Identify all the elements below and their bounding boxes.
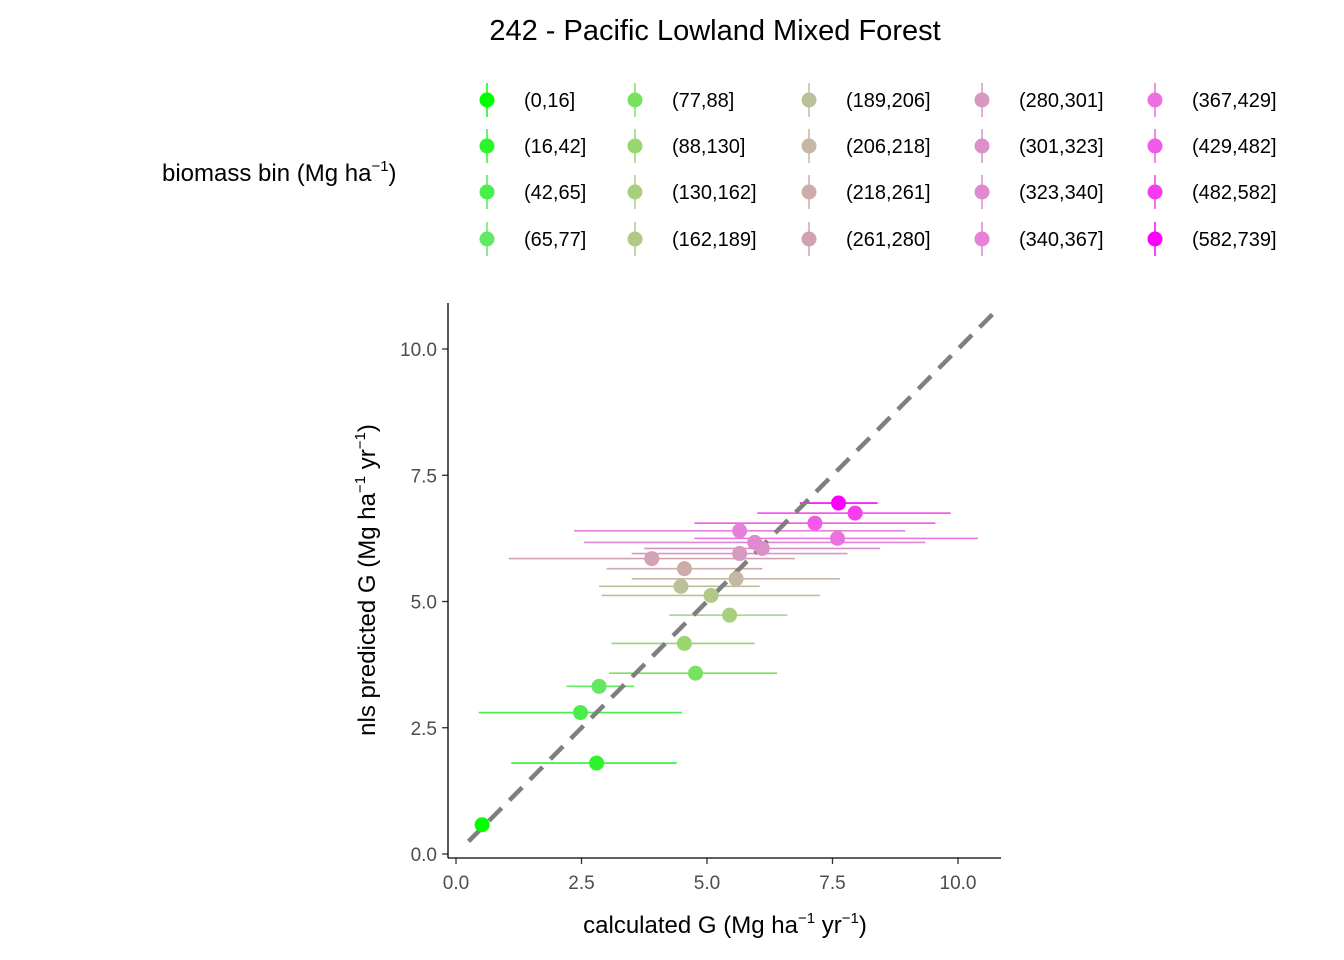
y-tick-label: 7.5 [411,466,437,487]
data-point [722,607,738,623]
legend-item: (65,77] [479,222,586,256]
legend-key-point [974,184,990,200]
legend-label: (429,482] [1192,136,1277,158]
legend-item: (206,218] [801,129,931,163]
legend-key-point [479,184,495,200]
legend-key-point [479,92,495,108]
data-point [591,678,607,694]
legend-item: (88,130] [627,129,745,163]
legend-item: (301,323] [974,129,1104,163]
reference-line [466,309,998,843]
data-point [830,530,846,546]
data-point [728,571,744,587]
data-point [732,546,748,562]
legend-label: (367,429] [1192,90,1277,112]
x-tick-label: 10.0 [940,873,977,894]
x-tick-label: 2.5 [568,873,594,894]
legend-key-point [1147,184,1163,200]
legend-item: (482,582] [1147,175,1277,209]
legend-title: biomass bin (Mg ha−1) [162,158,397,187]
legend-label: (88,130] [672,136,745,158]
y-tick-label: 5.0 [411,593,437,614]
x-tick-label: 5.0 [694,873,720,894]
legend-key-point [627,231,643,247]
legend-label: (261,280] [846,229,931,251]
legend-key-point [801,138,817,154]
data-point [687,665,703,681]
legend-label: (340,367] [1019,229,1104,251]
legend-key-point [801,231,817,247]
legend-label: (0,16] [524,90,575,112]
legend-key-point [479,231,495,247]
y-axis-title: nls predicted G (Mg ha−1 yr−1) [352,424,381,736]
legend-key-point [627,138,643,154]
data-point [673,578,689,594]
legend-item: (16,42] [479,129,586,163]
legend-key-point [1147,138,1163,154]
legend-item: (189,206] [801,83,931,117]
legend-item: (162,189] [627,222,757,256]
data-point [807,515,823,531]
legend-item: (340,367] [974,222,1104,256]
data-point [572,705,588,721]
data-point [474,817,490,833]
legend-label: (77,88] [672,90,734,112]
legend-key-point [627,92,643,108]
legend-item: (280,301] [974,83,1104,117]
x-tick-label: 0.0 [443,873,469,894]
x-axis-title: calculated G (Mg ha−1 yr−1) [583,910,867,939]
data-point [732,523,748,539]
legend-label: (16,42] [524,136,586,158]
legend-item: (582,739] [1147,222,1277,256]
legend-key-point [801,92,817,108]
legend-label: (189,206] [846,90,931,112]
legend-label: (323,340] [1019,182,1104,204]
data-point [831,495,847,511]
legend-item: (218,261] [801,175,931,209]
legend-item: (323,340] [974,175,1104,209]
legend-key-point [627,184,643,200]
legend-label: (162,189] [672,229,757,251]
legend-item: (0,16] [479,83,575,117]
legend-key-point [1147,92,1163,108]
legend-label: (582,739] [1192,229,1277,251]
data-point [676,635,692,651]
data-point [747,534,763,550]
legend-label: (42,65] [524,182,586,204]
legend-item: (367,429] [1147,83,1277,117]
legend-key-point [1147,231,1163,247]
legend-key-point [801,184,817,200]
y-tick-label: 0.0 [411,845,437,866]
legend-label: (280,301] [1019,90,1104,112]
data-point [847,505,863,521]
x-axis: 0.0 2.5 5.0 7.5 10.0 [443,858,977,894]
y-tick-label: 10.0 [400,340,437,361]
legend-key-point [974,231,990,247]
y-tick-label: 2.5 [411,719,437,740]
legend-key-point [479,138,495,154]
legend-item: (261,280] [801,222,931,256]
data-point [676,561,692,577]
legend-label: (130,162] [672,182,757,204]
legend-label: (218,261] [846,182,931,204]
legend-label: (65,77] [524,229,586,251]
legend-item: (77,88] [627,83,734,117]
legend: (0,16] (16,42] (42,65] (65,77] (77,88] (88,13… [479,83,1277,256]
legend-label: (482,582] [1192,182,1277,204]
legend-key-point [974,92,990,108]
legend-label: (301,323] [1019,136,1104,158]
chart-title: 242 - Pacific Lowland Mixed Forest [489,15,940,47]
data-point [644,551,660,567]
y-axis: 0.0 2.5 5.0 7.5 10.0 [400,340,448,866]
legend-item: (42,65] [479,175,586,209]
legend-key-point [974,138,990,154]
plot-area [466,309,998,843]
legend-label: (206,218] [846,136,931,158]
legend-item: (130,162] [627,175,757,209]
data-point [589,755,605,771]
data-point [703,587,719,603]
x-tick-label: 7.5 [819,873,845,894]
legend-item: (429,482] [1147,129,1277,163]
